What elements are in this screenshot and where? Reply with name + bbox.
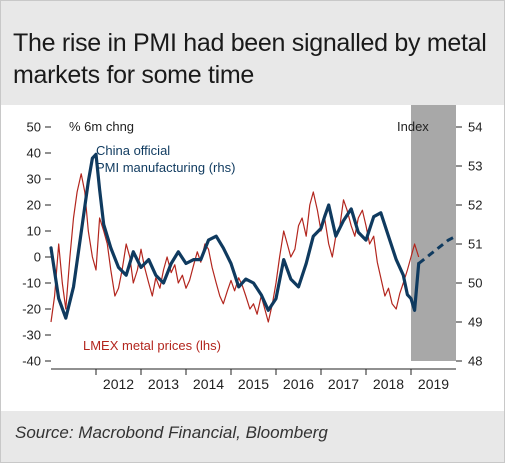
title-band: The rise in PMI had been signalled by me…: [1, 1, 504, 105]
left-tick-label: 40: [27, 146, 41, 161]
left-tick-label: -20: [22, 302, 41, 317]
lmex-series-line: [50, 173, 420, 323]
pmi-series-label-line1: China official: [96, 143, 170, 158]
pmi-projection-line: [417, 234, 457, 265]
left-tick-label: 30: [27, 172, 41, 187]
right-tick-label: 54: [468, 120, 482, 135]
left-axis-unit-label: % 6m chng: [69, 119, 134, 134]
shaded-forecast-region: [411, 105, 456, 361]
left-tick-label: -30: [22, 328, 41, 343]
right-tick-label: 52: [468, 198, 482, 213]
right-axis-unit-label: Index: [397, 119, 429, 134]
pmi-series-line: [49, 152, 421, 320]
right-tick-label: 51: [468, 237, 482, 252]
left-tick-label: -10: [22, 276, 41, 291]
left-tick-label: 20: [27, 198, 41, 213]
right-tick-label: 49: [468, 315, 482, 330]
pmi-series-label-line2: PMI manufacturing (rhs): [96, 160, 235, 175]
left-tick-label: 50: [27, 120, 41, 135]
x-tick-label: 2019: [418, 376, 449, 392]
x-tick-label: 2012: [103, 376, 134, 392]
chart-plot: 50 40 30 20 10 0 -10 -20 -30 -40 54 53 52 51 50 49 48 201…: [22, 105, 482, 392]
left-tick-label: 0: [34, 250, 41, 265]
left-tick-label: 10: [27, 224, 41, 239]
lmex-series-label: LMEX metal prices (lhs): [83, 338, 221, 353]
chart-title: The rise in PMI had been signalled by me…: [13, 29, 487, 89]
x-tick-label: 2017: [328, 376, 359, 392]
source-note: Source: Macrobond Financial, Bloomberg: [15, 423, 328, 442]
x-tick-label: 2015: [238, 376, 269, 392]
x-tick-label: 2014: [193, 376, 224, 392]
right-tick-label: 48: [468, 354, 482, 369]
x-tick-label: 2018: [373, 376, 404, 392]
left-tick-label: -40: [22, 354, 41, 369]
right-tick-label: 50: [468, 276, 482, 291]
source-band: [1, 411, 504, 462]
x-tick-label: 2016: [283, 376, 314, 392]
right-tick-label: 53: [468, 159, 482, 174]
x-tick-label: 2013: [148, 376, 179, 392]
